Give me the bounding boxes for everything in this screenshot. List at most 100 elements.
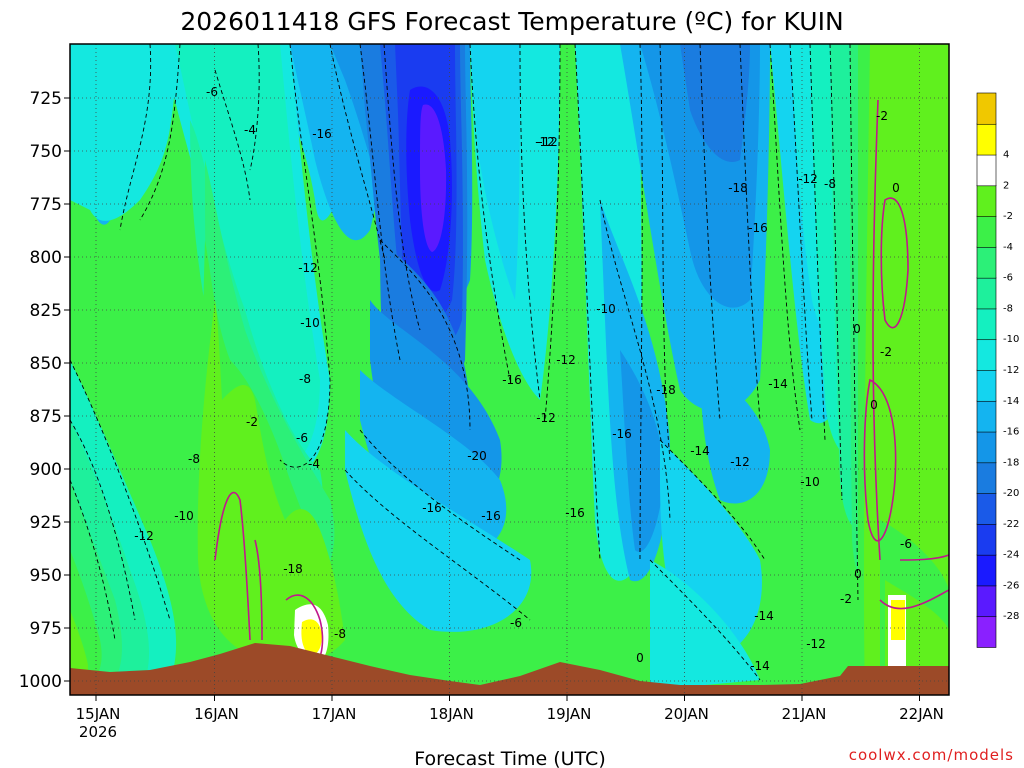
contour-label: -2 [246,415,258,429]
plot-frame [69,43,950,696]
contour-line [599,199,671,521]
colorbar-label: -16 [1003,427,1019,438]
contour-label: -2 [876,109,888,123]
colorbar-swatch [976,462,997,494]
contour-label: -6 [296,431,308,445]
colorbar-swatch [976,154,997,187]
y-tick-label: 800 [30,248,62,268]
contour-label: -16 [422,501,442,515]
y-tick-label: 975 [30,619,62,639]
contour-label: -10 [300,316,320,330]
freezing-contour [880,197,909,329]
x-tick-label: 15JAN [76,705,121,723]
temperature-region [700,360,770,504]
x-tick-label: 16JAN [194,705,239,723]
contour-label: -4 [244,123,256,137]
contour-line [849,44,859,601]
contour-label: -10 [596,302,616,316]
colorbar-swatch [976,308,997,341]
colorbar-swatch [976,400,997,433]
colorbar-swatch [976,369,997,402]
x-tick-label: 17JAN [312,705,357,723]
contour-line [809,44,826,441]
contour-line [359,44,401,361]
colorbar-swatch [976,246,997,279]
freezing-contour [863,378,897,542]
contour-label: -12 [730,455,750,469]
colorbar-label: -8 [1003,303,1013,314]
contour-line [379,239,471,431]
y-tick-label: 775 [30,195,62,215]
contour-label: -12 [556,353,576,367]
colorbar-swatch [976,615,997,648]
freezing-contour [254,539,263,641]
contour-label: -6 [510,616,522,630]
contour-label: -12 [536,411,556,425]
temperature-region [420,104,447,253]
contour-label: 0 [854,567,862,581]
contour-line [659,439,766,561]
temperature-region [873,100,949,590]
contour-label: -2 [880,345,892,359]
temperature-region [70,44,180,221]
colorbar-swatch [976,338,997,371]
x-tick-label: 19JAN [547,705,592,723]
contour-line [769,44,801,431]
colorbar-label: -28 [1003,611,1019,622]
colorbar-swatch [976,277,997,310]
contour-label: -6 [900,537,912,551]
contour-line [119,44,152,231]
contour-label: -8 [299,372,311,386]
y-tick-label: 875 [30,407,62,427]
contour-line [383,44,421,331]
x-tick-label: 22JAN [899,705,944,723]
x-tick-label: 20JAN [664,705,709,723]
contour-line [70,419,136,621]
contour-label: 0 [870,398,878,412]
colorbar-label: 4 [1003,150,1009,161]
contour-label: -16 [481,509,501,523]
contour-line [469,44,511,381]
contour-label: -12 [806,637,826,651]
y-tick-label: 1000 [19,672,62,692]
y-tick-label: 850 [30,354,62,374]
terrain-fill [70,643,949,695]
temperature-region [680,44,750,162]
colorbar-swatch [976,123,997,156]
contour-label: -14 [750,659,770,673]
contour-line [519,44,541,401]
contour-label: -8 [334,627,346,641]
contour-label: -8 [824,177,836,191]
contour-label: -14 [768,377,788,391]
contour-label: 0 [636,651,644,665]
contour-label: -12 [538,135,558,149]
contour-line [574,44,601,561]
y-tick-label: 825 [30,301,62,321]
x-year-label: 2026 [79,723,117,741]
colorbar-swatch [976,92,997,125]
colorbar-swatch [976,215,997,248]
contour-label: -12 [798,172,818,186]
colorbar-swatch [976,554,997,587]
contour-label: -12 [535,135,555,149]
contour-label: -16 [565,506,585,520]
contour-label: -16 [502,373,522,387]
colorbar-label: -24 [1003,550,1019,561]
temperature-region [891,600,905,640]
colorbar-label: -4 [1003,242,1013,253]
contour-label: 0 [853,322,861,336]
colorbar-label: -2 [1003,211,1013,222]
freezing-contour [214,491,251,641]
contour-label: -18 [728,181,748,195]
credit-text: coolwx.com/models [849,746,1014,764]
contour-label: -18 [283,562,303,576]
contour-label: -16 [612,427,632,441]
contour-line [829,44,843,501]
contour-label: -16 [748,221,768,235]
temperature-region [650,560,760,690]
contour-line [329,44,386,261]
contour-line [214,69,251,201]
freezing-contour [899,554,949,561]
colorbar-label: -12 [1003,365,1019,376]
y-tick-label: 900 [30,460,62,480]
